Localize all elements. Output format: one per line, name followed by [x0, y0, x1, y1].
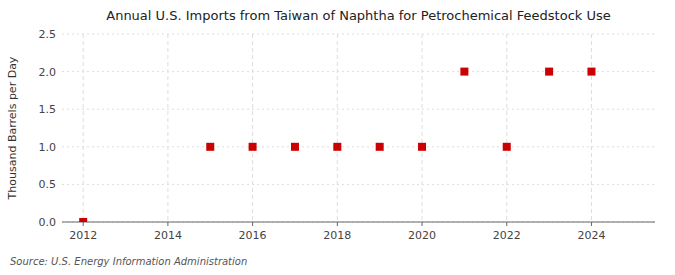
x-tick-mark [506, 222, 507, 226]
x-grid-line [252, 34, 253, 222]
y-grid-line [62, 34, 655, 35]
point [79, 218, 87, 222]
x-tick-mark [167, 222, 168, 226]
x-tick-mark [252, 222, 253, 226]
y-tick-label: 2.0 [39, 66, 57, 79]
y-grid-line [62, 109, 655, 110]
x-grid-line [506, 34, 507, 222]
x-axis-line [62, 222, 655, 223]
grid [62, 34, 655, 222]
points [79, 68, 595, 222]
y-tick-label: 1.0 [39, 141, 57, 154]
y-tick-label: 1.5 [39, 103, 57, 116]
point [333, 143, 341, 151]
point [249, 143, 257, 151]
y-tick-label: 2.5 [39, 28, 57, 41]
x-tick-mark [337, 222, 338, 226]
chart-container: 0.0 0.5 1.0 1.5 2.0 2.5 2012 2014 2016 2018 2020 20… [0, 0, 675, 275]
x-tick-label: 2014 [154, 229, 182, 242]
point [206, 143, 214, 151]
y-grid-line [62, 146, 655, 147]
point [503, 143, 511, 151]
x-tick-label: 2012 [69, 229, 97, 242]
title: Annual U.S. Imports from Taiwan of Napht… [106, 8, 610, 23]
x-tick-label: 2018 [323, 229, 351, 242]
point [460, 68, 468, 76]
x-grid-line [83, 34, 84, 222]
x-tick-label: 2016 [239, 229, 267, 242]
x-grid-line [591, 34, 592, 222]
point [418, 143, 426, 151]
axes: 0.0 0.5 1.0 1.5 2.0 2.5 2012 2014 2016 2018 2020 20… [39, 28, 656, 242]
point [545, 68, 553, 76]
x-grid-line [422, 34, 423, 222]
x-grid-line [167, 34, 168, 222]
source-note: Source: U.S. Energy Information Administ… [10, 256, 247, 267]
y-grid-line [62, 222, 655, 223]
x-tick-label: 2024 [577, 229, 605, 242]
y-grid-line [62, 184, 655, 185]
point [376, 143, 384, 151]
y-tick-label: 0.0 [39, 216, 57, 229]
x-tick-mark [83, 222, 84, 226]
y-tick-label: 0.5 [39, 178, 57, 191]
point [291, 143, 299, 151]
x-tick-mark [591, 222, 592, 226]
point [587, 68, 595, 76]
chart: 0.0 0.5 1.0 1.5 2.0 2.5 2012 2014 2016 2018 2020 20… [0, 0, 675, 275]
x-tick-mark [422, 222, 423, 226]
y-axis-label: Thousand Barrels per Day [6, 56, 19, 200]
x-tick-label: 2020 [408, 229, 436, 242]
y-grid-line [62, 71, 655, 72]
x-grid-line [337, 34, 338, 222]
x-tick-label: 2022 [493, 229, 521, 242]
